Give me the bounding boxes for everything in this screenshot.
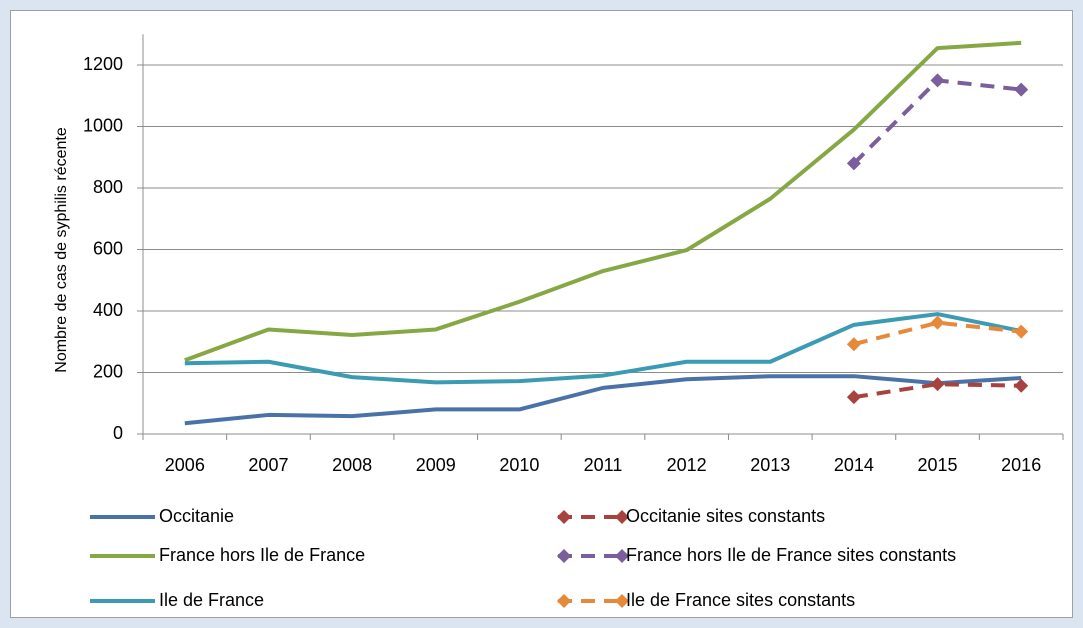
marker — [930, 377, 945, 392]
marker — [1014, 378, 1029, 393]
legend-label: Occitanie — [159, 506, 234, 526]
marker — [846, 390, 861, 405]
y-tick-label: 800 — [93, 177, 123, 197]
legend-label: Ile de France — [159, 590, 264, 610]
y-tick-label: 1000 — [83, 115, 123, 135]
marker — [846, 156, 861, 171]
y-tick-label: 0 — [113, 423, 123, 443]
legend-marker — [615, 549, 629, 563]
legend-marker — [615, 510, 629, 524]
legend-marker — [557, 594, 571, 608]
x-tick-label: 2014 — [834, 455, 874, 475]
y-axis-label: Nombre de cas de syphilis récente — [53, 127, 70, 373]
marker — [1014, 82, 1029, 97]
x-tick-label: 2007 — [248, 455, 288, 475]
y-tick-label: 400 — [93, 300, 123, 320]
x-tick-label: 2006 — [165, 455, 205, 475]
marker — [846, 337, 861, 352]
y-tick-label: 600 — [93, 238, 123, 258]
legend-label: France hors Ile de France — [159, 545, 365, 565]
legend-label: Ile de France sites constants — [626, 590, 855, 610]
y-tick-label: 1200 — [83, 54, 123, 74]
marker — [1014, 324, 1029, 339]
x-tick-label: 2008 — [332, 455, 372, 475]
x-tick-label: 2015 — [918, 455, 958, 475]
chart-area — [10, 10, 1073, 618]
series-line — [184, 312, 1022, 385]
legend-label: France hors Ile de France sites constant… — [626, 545, 956, 565]
x-tick-label: 2009 — [416, 455, 456, 475]
series-line — [184, 374, 1022, 426]
legend-marker — [615, 594, 629, 608]
series-line — [853, 320, 1022, 347]
x-tick-label: 2011 — [584, 455, 623, 475]
series-line — [184, 40, 1022, 363]
legend-marker — [557, 510, 571, 524]
x-tick-label: 2016 — [1001, 455, 1041, 475]
legend-marker — [557, 549, 571, 563]
x-tick-label: 2010 — [499, 455, 539, 475]
series-line — [853, 382, 1022, 400]
y-tick-label: 200 — [93, 361, 123, 381]
x-tick-label: 2012 — [667, 455, 707, 475]
x-tick-label: 2013 — [750, 455, 790, 475]
marker — [930, 73, 945, 88]
marker — [930, 315, 945, 330]
legend-label: Occitanie sites constants — [626, 506, 825, 526]
